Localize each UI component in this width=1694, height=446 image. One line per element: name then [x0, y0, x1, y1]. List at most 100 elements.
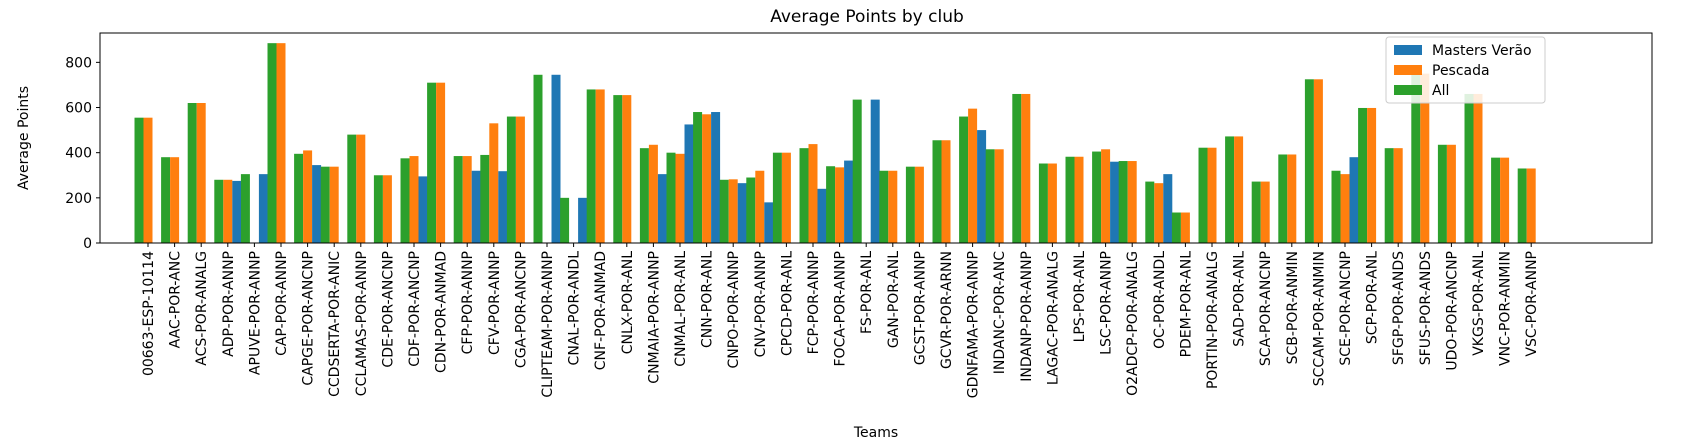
- bar: [639, 148, 649, 243]
- chart-title: Average Points by club: [770, 7, 964, 27]
- legend-box: [1385, 36, 1546, 104]
- bar: [613, 95, 623, 243]
- bar: [294, 153, 304, 243]
- x-tick-label: VKGS-POR-ANL: [1471, 251, 1487, 356]
- x-tick-label: CCLAMAS-POR-ANNP: [354, 251, 370, 396]
- x-tick-label: ACS-POR-ANALG: [194, 251, 210, 366]
- bar: [170, 157, 180, 243]
- bar: [347, 134, 357, 243]
- bar: [161, 157, 171, 243]
- x-tick-label: PDEM-POR-ANL: [1178, 251, 1194, 358]
- x-tick-label: CGA-POR-ANCNP: [513, 251, 529, 368]
- x-tick-label: SCA-POR-ANCNP: [1258, 251, 1274, 366]
- bar: [968, 108, 978, 243]
- bar: [320, 166, 330, 243]
- x-tick-label: AAC-POR-ANC: [168, 251, 184, 349]
- y-tick-label: 600: [65, 101, 92, 117]
- x-tick-label: INDANP-POR-ANNP: [1019, 251, 1035, 382]
- bar: [835, 167, 845, 243]
- bar: [1225, 136, 1235, 243]
- bar: [711, 112, 721, 243]
- bar: [1393, 148, 1403, 243]
- bar: [1420, 73, 1430, 243]
- x-tick-label: LSC-POR-ANNP: [1099, 251, 1115, 355]
- bar: [462, 156, 472, 243]
- bar: [533, 74, 543, 243]
- bar: [746, 177, 756, 243]
- bar: [728, 179, 738, 243]
- x-tick-label: CNMAL-POR-ANL: [673, 251, 689, 367]
- bar: [1526, 168, 1536, 243]
- bar: [693, 112, 703, 243]
- x-tick-label: LAGAC-POR-ANALG: [1045, 251, 1061, 385]
- x-tick-label: VSC-POR-ANNP: [1524, 251, 1540, 357]
- bar: [1180, 212, 1190, 243]
- bar: [657, 174, 667, 243]
- x-tick-label: CLIPTEAM-POR-ANNP: [540, 251, 556, 398]
- bar: [223, 179, 233, 243]
- bar: [418, 176, 428, 243]
- x-tick-label: CNPO-POR-ANNP: [726, 251, 742, 368]
- x-tick-label: CAPGE-POR-ANCNP: [301, 251, 317, 386]
- bar: [560, 197, 570, 243]
- bar: [817, 188, 827, 243]
- y-tick-label: 400: [65, 146, 92, 162]
- bar: [1163, 174, 1173, 243]
- bar: [994, 149, 1004, 243]
- x-tick-label: GCST-POR-ANNP: [912, 251, 928, 365]
- y-ticks: 0 200 400 600 800: [65, 55, 100, 252]
- bar: [781, 152, 791, 243]
- bar: [1110, 161, 1120, 243]
- legend-swatch: [1394, 85, 1422, 95]
- bar: [941, 140, 951, 243]
- x-tick-label: FOCA-POR-ANNP: [833, 251, 849, 367]
- x-tick-label: SCB-POR-ANMIN: [1285, 251, 1301, 364]
- bar: [799, 148, 809, 243]
- bar: [905, 166, 915, 243]
- bar: [409, 156, 419, 243]
- bar: [1047, 163, 1057, 243]
- x-tick-label: ADP-POR-ANNP: [221, 251, 237, 357]
- bar: [1473, 93, 1483, 243]
- bar: [1251, 181, 1261, 243]
- bar: [267, 43, 277, 244]
- legend-label: Masters Verão: [1432, 43, 1532, 59]
- bar: [1491, 157, 1501, 243]
- bar: [303, 150, 313, 243]
- bar: [595, 89, 605, 243]
- bar: [977, 130, 987, 243]
- bar: [382, 175, 392, 243]
- x-tick-label: CFV-POR-ANNP: [487, 251, 503, 355]
- x-tick-label: OC-POR-ANDL: [1152, 251, 1168, 349]
- bar: [675, 153, 685, 243]
- x-tick-label: O2ADCP-POR-ANALG: [1125, 251, 1141, 396]
- bar: [737, 183, 747, 243]
- x-ticks: 00663-ESP-10114 AAC-POR-ANC ACS-POR-ANALG A…: [141, 243, 1540, 398]
- bar: [240, 174, 250, 243]
- x-tick-label: LPS-POR-ANL: [1072, 251, 1088, 343]
- x-tick-label: SAD-POR-ANL: [1232, 251, 1248, 347]
- bar: [453, 156, 463, 243]
- bar: [489, 123, 499, 243]
- x-tick-label: CAP-POR-ANNP: [274, 251, 290, 356]
- x-tick-label: CNV-POR-ANNP: [753, 251, 769, 357]
- bar: [498, 171, 508, 243]
- bar: [808, 144, 818, 243]
- x-tick-label: CDN-POR-ANMAD: [434, 251, 450, 373]
- x-tick-label: SCCAM-POR-ANMIN: [1311, 251, 1327, 386]
- bar: [1278, 154, 1288, 243]
- bar: [232, 180, 242, 243]
- bar: [1331, 170, 1341, 243]
- bar: [427, 82, 437, 243]
- bar: [1349, 157, 1359, 243]
- bar: [506, 116, 516, 243]
- x-tick-label: FCP-POR-ANNP: [806, 251, 822, 354]
- y-tick-label: 200: [65, 191, 92, 207]
- bar: [578, 197, 588, 243]
- bar: [1127, 161, 1137, 243]
- bar: [1367, 107, 1377, 243]
- legend-label: All: [1432, 83, 1449, 99]
- bar: [436, 82, 446, 243]
- x-tick-label: GAN-POR-ANL: [886, 251, 902, 348]
- bars-group: [134, 43, 1536, 244]
